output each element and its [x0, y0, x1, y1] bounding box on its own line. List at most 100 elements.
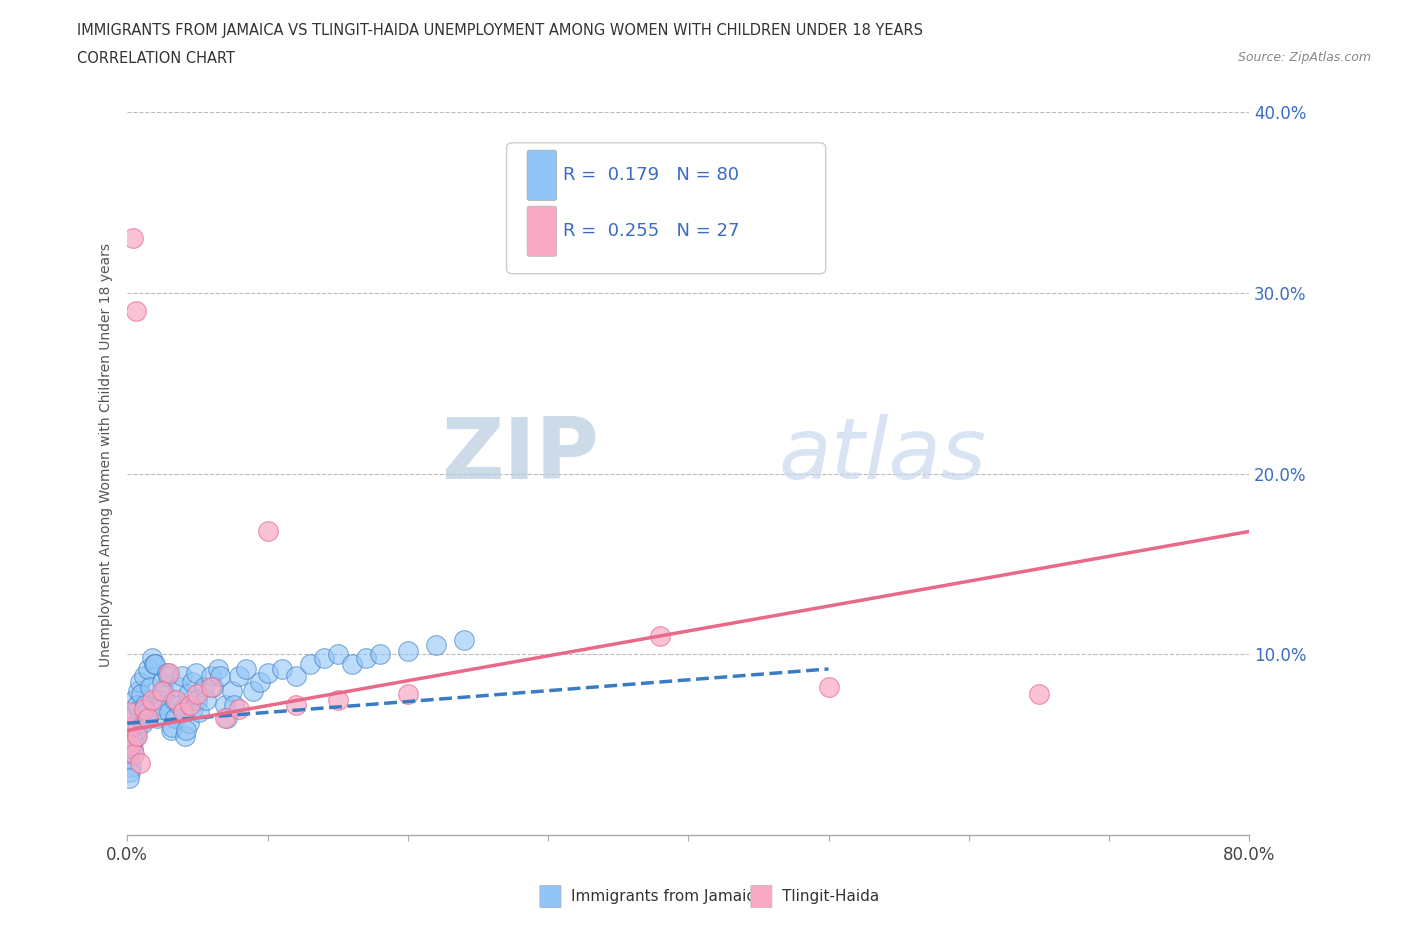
- Point: [368, 647, 391, 662]
- Point: [200, 680, 222, 695]
- Point: [122, 692, 145, 707]
- Text: CORRELATION CHART: CORRELATION CHART: [77, 51, 235, 66]
- Point: [122, 747, 145, 762]
- Text: Source: ZipAtlas.com: Source: ZipAtlas.com: [1237, 51, 1371, 64]
- Point: [396, 687, 419, 702]
- Point: [145, 711, 167, 725]
- Point: [121, 734, 143, 749]
- Point: [193, 680, 215, 695]
- Point: [118, 747, 141, 762]
- Point: [121, 741, 143, 756]
- Point: [214, 711, 236, 725]
- Point: [125, 698, 148, 712]
- Point: [120, 737, 142, 752]
- Point: [298, 656, 321, 671]
- Point: [128, 755, 150, 770]
- Point: [118, 720, 141, 735]
- Point: [208, 669, 231, 684]
- Point: [312, 651, 335, 666]
- Point: [181, 701, 204, 716]
- Point: [270, 661, 292, 676]
- Point: [127, 684, 149, 698]
- Point: [118, 764, 141, 779]
- Text: R =  0.179   N = 80: R = 0.179 N = 80: [562, 166, 738, 184]
- Point: [163, 711, 186, 725]
- Point: [172, 705, 194, 720]
- Point: [118, 752, 141, 767]
- Point: [177, 716, 200, 731]
- Point: [150, 684, 173, 698]
- Point: [256, 665, 278, 680]
- Point: [121, 231, 143, 246]
- Point: [186, 692, 208, 707]
- Text: Tlingit-Haida: Tlingit-Haida: [782, 889, 879, 904]
- Point: [159, 723, 181, 737]
- Point: [176, 687, 198, 702]
- Point: [127, 701, 149, 716]
- Point: [166, 680, 188, 695]
- Point: [200, 669, 222, 684]
- Point: [214, 698, 236, 712]
- Point: [249, 674, 271, 689]
- Point: [162, 692, 184, 707]
- Point: [170, 669, 193, 684]
- Point: [194, 692, 217, 707]
- Point: [425, 638, 447, 653]
- Point: [122, 720, 145, 735]
- Point: [165, 692, 187, 707]
- Point: [131, 716, 153, 731]
- Point: [138, 680, 160, 695]
- Point: [187, 705, 209, 720]
- Point: [128, 674, 150, 689]
- Point: [141, 651, 163, 666]
- Point: [118, 770, 141, 785]
- Point: [228, 701, 250, 716]
- Text: ZIP: ZIP: [440, 414, 599, 497]
- Point: [155, 665, 177, 680]
- Point: [180, 674, 202, 689]
- Point: [284, 669, 307, 684]
- Y-axis label: Unemployment Among Women with Children Under 18 years: Unemployment Among Women with Children U…: [100, 244, 114, 668]
- Point: [167, 698, 190, 712]
- Point: [124, 705, 146, 720]
- Point: [228, 669, 250, 684]
- Point: [156, 669, 179, 684]
- Point: [256, 524, 278, 538]
- Point: [221, 684, 243, 698]
- Text: R =  0.255   N = 27: R = 0.255 N = 27: [562, 222, 740, 240]
- Point: [215, 711, 238, 725]
- Point: [141, 692, 163, 707]
- Point: [1028, 687, 1050, 702]
- Text: Immigrants from Jamaica: Immigrants from Jamaica: [571, 889, 763, 904]
- Point: [129, 687, 152, 702]
- Point: [152, 684, 174, 698]
- Text: IMMIGRANTS FROM JAMAICA VS TLINGIT-HAIDA UNEMPLOYMENT AMONG WOMEN WITH CHILDREN : IMMIGRANTS FROM JAMAICA VS TLINGIT-HAIDA…: [77, 23, 924, 38]
- Point: [160, 720, 183, 735]
- Point: [148, 698, 170, 712]
- Point: [172, 701, 194, 716]
- Point: [222, 698, 245, 712]
- Point: [201, 680, 224, 695]
- Point: [186, 687, 208, 702]
- Point: [326, 647, 349, 662]
- Point: [326, 692, 349, 707]
- Point: [128, 711, 150, 725]
- Point: [235, 661, 257, 676]
- Point: [174, 723, 197, 737]
- Point: [142, 656, 165, 671]
- Point: [132, 669, 155, 684]
- Point: [146, 692, 169, 707]
- Point: [173, 728, 195, 743]
- Point: [125, 728, 148, 743]
- Point: [340, 656, 363, 671]
- Point: [132, 701, 155, 716]
- Point: [650, 629, 672, 644]
- Point: [124, 303, 146, 318]
- Point: [817, 680, 839, 695]
- Point: [184, 665, 207, 680]
- Point: [136, 711, 159, 725]
- Point: [157, 665, 180, 680]
- Point: [149, 701, 172, 716]
- Point: [125, 723, 148, 737]
- Point: [120, 737, 142, 752]
